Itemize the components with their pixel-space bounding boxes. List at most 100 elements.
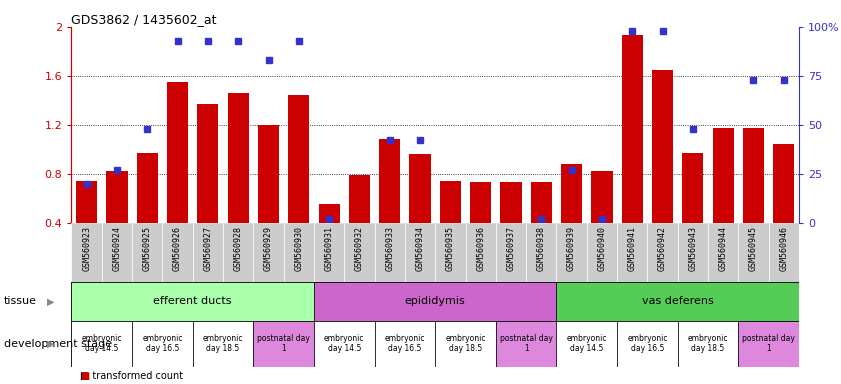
Bar bbox=[743, 129, 764, 223]
Bar bbox=[648, 223, 678, 282]
Bar bbox=[496, 321, 557, 367]
Bar bbox=[374, 223, 405, 282]
Bar bbox=[405, 223, 435, 282]
Text: embryonic
day 18.5: embryonic day 18.5 bbox=[445, 334, 486, 353]
Bar bbox=[712, 129, 734, 223]
Bar bbox=[557, 321, 617, 367]
Text: GSM560929: GSM560929 bbox=[264, 226, 273, 271]
Bar bbox=[410, 154, 431, 223]
Text: efferent ducts: efferent ducts bbox=[153, 296, 232, 306]
Text: GSM560942: GSM560942 bbox=[658, 226, 667, 271]
Bar bbox=[253, 223, 283, 282]
Bar bbox=[440, 181, 461, 223]
Text: epididymis: epididymis bbox=[405, 296, 466, 306]
Text: GSM560935: GSM560935 bbox=[446, 226, 455, 271]
Bar bbox=[349, 175, 370, 223]
Text: embryonic
day 18.5: embryonic day 18.5 bbox=[688, 334, 728, 353]
Text: GSM560930: GSM560930 bbox=[294, 226, 304, 271]
Bar bbox=[621, 35, 643, 223]
Bar bbox=[591, 171, 612, 223]
Bar bbox=[557, 282, 799, 321]
Text: embryonic
day 16.5: embryonic day 16.5 bbox=[627, 334, 668, 353]
Text: GSM560945: GSM560945 bbox=[749, 226, 758, 271]
Bar bbox=[71, 282, 314, 321]
Text: embryonic
day 18.5: embryonic day 18.5 bbox=[203, 334, 243, 353]
Bar bbox=[344, 223, 374, 282]
Bar bbox=[470, 182, 491, 223]
Text: postnatal day
1: postnatal day 1 bbox=[257, 334, 310, 353]
Text: ▶: ▶ bbox=[47, 339, 54, 349]
Bar bbox=[288, 95, 309, 223]
Bar bbox=[435, 321, 496, 367]
Text: embryonic
day 14.5: embryonic day 14.5 bbox=[567, 334, 607, 353]
Bar bbox=[253, 321, 314, 367]
Bar bbox=[136, 153, 158, 223]
Text: ■ transformed count: ■ transformed count bbox=[80, 371, 183, 381]
Text: tissue: tissue bbox=[4, 296, 37, 306]
Bar bbox=[708, 223, 738, 282]
Text: GSM560938: GSM560938 bbox=[537, 226, 546, 271]
Bar bbox=[617, 223, 648, 282]
Text: ■: ■ bbox=[80, 371, 89, 381]
Text: ▶: ▶ bbox=[47, 296, 54, 306]
Text: GSM560933: GSM560933 bbox=[385, 226, 394, 271]
Text: GSM560928: GSM560928 bbox=[234, 226, 243, 271]
Bar bbox=[678, 223, 708, 282]
Bar bbox=[769, 223, 799, 282]
Text: GDS3862 / 1435602_at: GDS3862 / 1435602_at bbox=[71, 13, 217, 26]
Bar bbox=[314, 223, 344, 282]
Bar bbox=[228, 93, 249, 223]
Bar bbox=[132, 321, 193, 367]
Bar bbox=[678, 321, 738, 367]
Text: GSM560937: GSM560937 bbox=[506, 226, 516, 271]
Text: GSM560927: GSM560927 bbox=[204, 226, 213, 271]
Bar bbox=[283, 223, 314, 282]
Text: GSM560926: GSM560926 bbox=[173, 226, 182, 271]
Bar bbox=[587, 223, 617, 282]
Text: GSM560944: GSM560944 bbox=[719, 226, 727, 271]
Bar bbox=[738, 223, 769, 282]
Text: GSM560941: GSM560941 bbox=[627, 226, 637, 271]
Text: embryonic
day 16.5: embryonic day 16.5 bbox=[384, 334, 426, 353]
Text: postnatal day
1: postnatal day 1 bbox=[500, 334, 553, 353]
Bar bbox=[258, 125, 279, 223]
Text: GSM560923: GSM560923 bbox=[82, 226, 91, 271]
Bar bbox=[193, 321, 253, 367]
Text: embryonic
day 14.5: embryonic day 14.5 bbox=[324, 334, 364, 353]
Bar bbox=[738, 321, 799, 367]
Text: postnatal day
1: postnatal day 1 bbox=[743, 334, 795, 353]
Text: GSM560939: GSM560939 bbox=[567, 226, 576, 271]
Bar bbox=[314, 321, 374, 367]
Bar bbox=[496, 223, 526, 282]
Text: development stage: development stage bbox=[4, 339, 113, 349]
Bar bbox=[561, 164, 582, 223]
Bar bbox=[500, 182, 521, 223]
Bar bbox=[167, 82, 188, 223]
Text: GSM560932: GSM560932 bbox=[355, 226, 364, 271]
Bar bbox=[132, 223, 162, 282]
Text: embryonic
day 16.5: embryonic day 16.5 bbox=[142, 334, 182, 353]
Bar bbox=[193, 223, 223, 282]
Bar bbox=[652, 70, 673, 223]
Bar bbox=[106, 171, 128, 223]
Bar bbox=[773, 144, 795, 223]
Bar bbox=[71, 321, 132, 367]
Bar bbox=[102, 223, 132, 282]
Bar bbox=[162, 223, 193, 282]
Bar bbox=[319, 204, 340, 223]
Text: GSM560925: GSM560925 bbox=[143, 226, 151, 271]
Text: GSM560931: GSM560931 bbox=[325, 226, 334, 271]
Bar bbox=[617, 321, 678, 367]
Bar bbox=[198, 104, 219, 223]
Bar bbox=[374, 321, 435, 367]
Text: GSM560934: GSM560934 bbox=[415, 226, 425, 271]
Bar bbox=[314, 282, 557, 321]
Bar bbox=[223, 223, 253, 282]
Bar bbox=[76, 181, 98, 223]
Text: GSM560936: GSM560936 bbox=[476, 226, 485, 271]
Bar bbox=[531, 182, 552, 223]
Bar bbox=[557, 223, 587, 282]
Text: GSM560924: GSM560924 bbox=[113, 226, 121, 271]
Bar bbox=[435, 223, 466, 282]
Bar bbox=[682, 153, 703, 223]
